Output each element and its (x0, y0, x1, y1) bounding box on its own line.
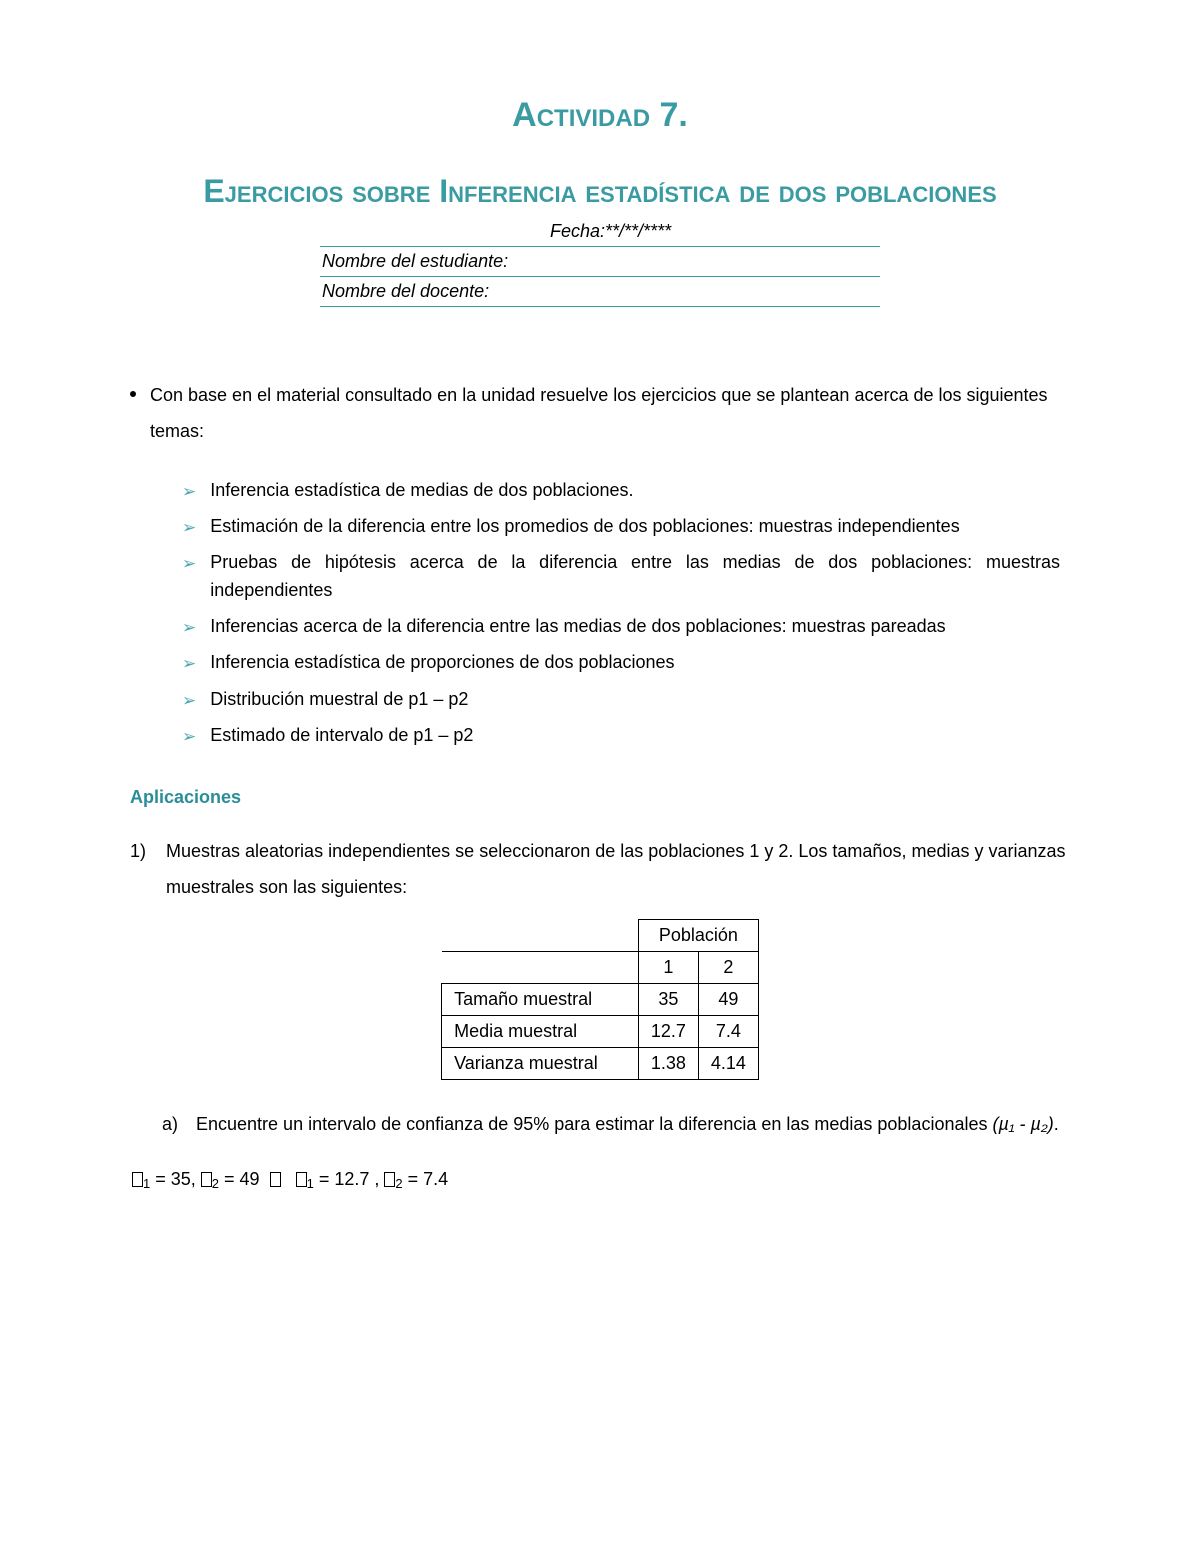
table-row: Tamaño muestral 35 49 (442, 984, 759, 1016)
x2: 7.4 (423, 1169, 448, 1189)
chevron-icon: ➢ (182, 479, 196, 505)
row-label: Tamaño muestral (442, 984, 639, 1016)
row-label: Varianza muestral (442, 1048, 639, 1080)
box-icon (384, 1172, 395, 1187)
topic-item: ➢ Estimado de intervalo de p1 – p2 (182, 722, 1060, 750)
topic-list: ➢ Inferencia estadística de medias de dos… (130, 477, 1070, 751)
box-icon (201, 1172, 212, 1187)
topic-text: Inferencia estadística de medias de dos … (210, 477, 633, 505)
cell: 35 (638, 984, 698, 1016)
question-text: Muestras aleatorias independientes se se… (166, 833, 1070, 905)
meta-student: Nombre del estudiante: (320, 247, 880, 277)
subq-post: . (1054, 1114, 1059, 1134)
question-1: 1) Muestras aleatorias independientes se… (130, 833, 1070, 905)
chevron-icon: ➢ (182, 515, 196, 541)
table-col: 1 (638, 952, 698, 984)
cell: 12.7 (638, 1016, 698, 1048)
n1: 35 (171, 1169, 191, 1189)
table-row: Media muestral 12.7 7.4 (442, 1016, 759, 1048)
bullet-icon (130, 391, 136, 397)
meta-block: Fecha:**/**/**** Nombre del estudiante: … (320, 217, 880, 307)
table-col: 2 (698, 952, 758, 984)
cell: 1.38 (638, 1048, 698, 1080)
intro-bullet: Con base en el material consultado en la… (130, 377, 1070, 449)
chevron-icon: ➢ (182, 551, 196, 605)
topic-item: ➢ Distribución muestral de p1 – p2 (182, 686, 1060, 714)
topic-text: Estimación de la diferencia entre los pr… (210, 513, 959, 541)
topic-item: ➢ Inferencia estadística de medias de dos… (182, 477, 1060, 505)
meta-teacher: Nombre del docente: (320, 277, 880, 307)
chevron-icon: ➢ (182, 724, 196, 750)
intro-text: Con base en el material consultado en la… (150, 377, 1070, 449)
chevron-icon: ➢ (182, 688, 196, 714)
question-number: 1) (130, 833, 156, 905)
topic-text: Inferencias acerca de la diferencia entr… (210, 613, 945, 641)
row-label: Media muestral (442, 1016, 639, 1048)
topic-text: Estimado de intervalo de p1 – p2 (210, 722, 473, 750)
topic-text: Distribución muestral de p1 – p2 (210, 686, 468, 714)
topic-text: Pruebas de hipótesis acerca de la difere… (210, 549, 1060, 605)
topic-item: ➢ Pruebas de hipótesis acerca de la difer… (182, 549, 1060, 605)
topic-item: ➢ Inferencias acerca de la diferencia ent… (182, 613, 1060, 641)
subq-label: a) (162, 1106, 186, 1142)
chevron-icon: ➢ (182, 651, 196, 677)
cell: 4.14 (698, 1048, 758, 1080)
table-row: Varianza muestral 1.38 4.14 (442, 1048, 759, 1080)
subquestion-a: a) Encuentre un intervalo de confianza d… (130, 1106, 1070, 1142)
subq-pre: Encuentre un intervalo de confianza de 9… (196, 1114, 992, 1134)
x1: 12.7 (334, 1169, 369, 1189)
subq-math: (µ₁ - µ₂) (992, 1114, 1053, 1134)
box-icon (132, 1172, 143, 1187)
subq-text: Encuentre un intervalo de confianza de 9… (196, 1106, 1059, 1142)
exercise-title: Ejercicios sobre Inferencia estadística … (130, 171, 1070, 213)
topic-item: ➢ Estimación de la diferencia entre los p… (182, 513, 1060, 541)
topic-item: ➢ Inferencia estadística de proporciones … (182, 649, 1060, 677)
box-icon (296, 1172, 307, 1187)
fecha-value: **/**/**** (605, 221, 671, 241)
box-icon (270, 1172, 281, 1187)
section-heading: Aplicaciones (130, 784, 1070, 811)
activity-title: Actividad 7. (130, 90, 1070, 141)
topic-text: Inferencia estadística de proporciones d… (210, 649, 674, 677)
chevron-icon: ➢ (182, 615, 196, 641)
cell: 49 (698, 984, 758, 1016)
fecha-label: Fecha: (550, 221, 605, 241)
data-table: Población 1 2 Tamaño muestral 35 49 Medi… (441, 919, 759, 1080)
meta-fecha: Fecha:**/**/**** (320, 217, 880, 247)
table-header: Población (638, 920, 758, 952)
cell: 7.4 (698, 1016, 758, 1048)
formula-line: 1 = 35, 2 = 49 1 = 12.7 , 2 = 7.4 (130, 1166, 1070, 1194)
n2: 49 (240, 1169, 260, 1189)
